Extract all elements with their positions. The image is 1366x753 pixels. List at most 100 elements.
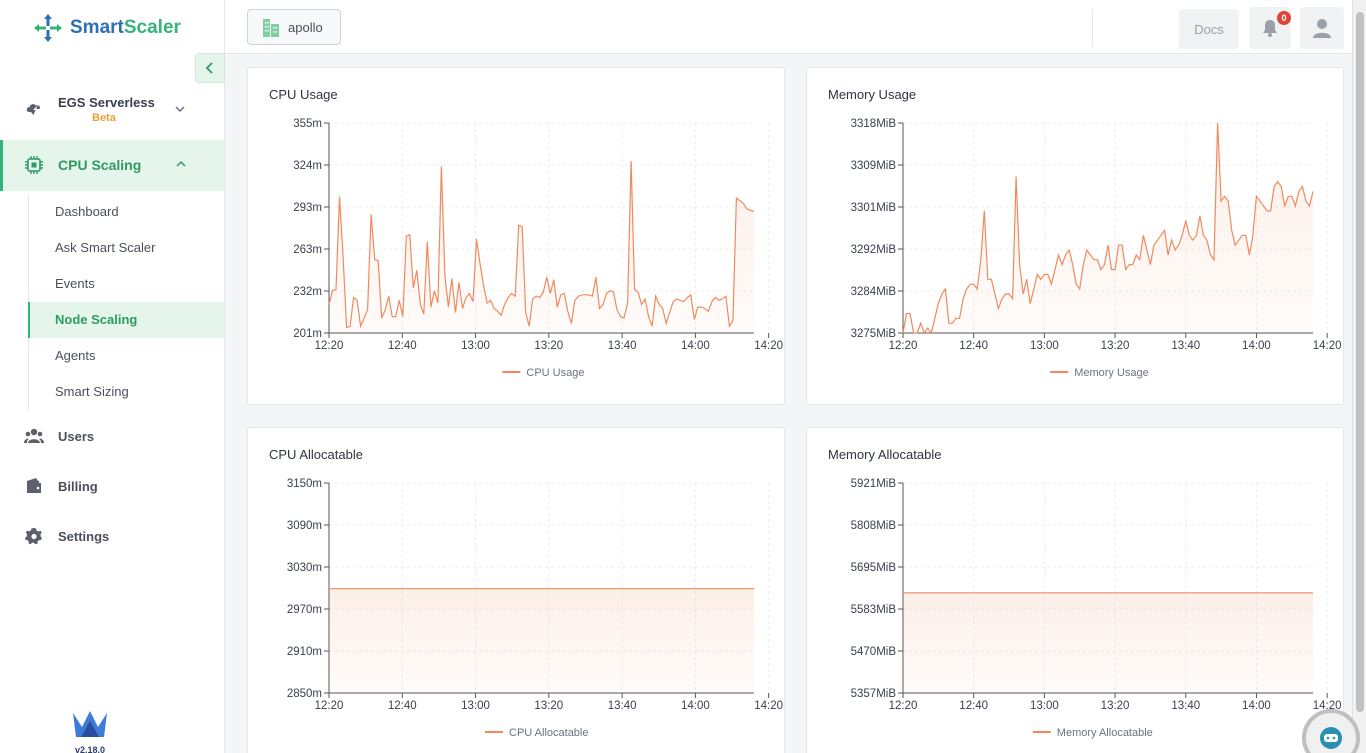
chip-icon (25, 156, 43, 174)
memory-usage-card: Memory Usage 3318MiB 3309MiB 3301MiB 3292Mi… (806, 67, 1344, 405)
y-tick-label: 293m (293, 202, 322, 214)
header-divider (1092, 9, 1093, 47)
y-tick-label: 5808MiB (851, 520, 897, 532)
scrollbar-thumb[interactable] (1356, 12, 1364, 712)
memory-allocatable-chart: 5921MiB 5808MiB 5695MiB 5583MiB 5470MiB 5357M… (851, 478, 1342, 739)
top-header: apollo Docs 0 (225, 0, 1352, 54)
y-tick-label: 3090m (287, 520, 322, 532)
crown-logo-icon (73, 711, 107, 737)
x-tick-label: 12:20 (889, 340, 918, 352)
y-tick-label: 3275MiB (851, 328, 897, 340)
page-scrollbar[interactable] (1352, 0, 1366, 753)
cpu-usage-title: CPU Usage (269, 87, 338, 102)
x-tick-label: 12:20 (889, 700, 918, 712)
sidebar-item-users[interactable]: Users (0, 416, 224, 456)
x-tick-label: 12:20 (315, 700, 344, 712)
sidebar-item-billing[interactable]: Billing (0, 466, 224, 506)
sidebar-item-settings[interactable]: Settings (0, 516, 224, 556)
chevron-down-icon (175, 106, 185, 113)
y-tick-label: 3150m (287, 478, 322, 490)
smartscaler-logo-icon (34, 14, 62, 42)
chart-legend[interactable]: CPU Allocatable (485, 727, 589, 739)
y-tick-label: 2850m (287, 688, 322, 700)
notifications-button[interactable] (1249, 7, 1291, 49)
chart-legend[interactable]: CPU Usage (502, 367, 584, 379)
x-tick-label: 13:00 (1030, 700, 1059, 712)
y-tick-label: 263m (293, 244, 322, 256)
x-tick-label: 13:20 (1101, 340, 1130, 352)
x-tick-label: 14:20 (754, 700, 783, 712)
sidebar-item-node-scaling[interactable]: Node Scaling (28, 302, 224, 338)
legend-label: Memory Allocatable (1057, 727, 1153, 739)
x-tick-label: 13:20 (1101, 700, 1130, 712)
sidebar-item-ask-smart-scaler[interactable]: Ask Smart Scaler (55, 240, 156, 255)
x-tick-label: 14:00 (1242, 700, 1271, 712)
y-tick-label: 324m (293, 160, 322, 172)
x-tick-label: 13:00 (461, 700, 490, 712)
x-tick-label: 12:20 (315, 340, 344, 352)
y-tick-label: 5583MiB (851, 604, 897, 616)
legend-label: CPU Allocatable (509, 727, 589, 739)
y-tick-label: 201m (293, 328, 322, 340)
logo-text: SmartScaler (70, 17, 181, 38)
series-area (329, 161, 754, 333)
billing-label: Billing (58, 478, 98, 494)
y-tick-label: 2910m (287, 646, 322, 658)
user-icon (1313, 19, 1331, 38)
docs-button[interactable]: Docs (1179, 9, 1239, 49)
tenant-name: apollo (288, 19, 323, 35)
building-icon (263, 19, 279, 37)
chart-legend[interactable]: Memory Allocatable (1032, 727, 1153, 739)
sidebar-collapse-button[interactable] (195, 53, 225, 83)
notification-count-badge: 0 (1277, 11, 1291, 25)
series-area (329, 588, 754, 693)
series-line[interactable] (902, 122, 1314, 335)
beta-badge: Beta (92, 112, 116, 124)
sidebar-item-dashboard[interactable]: Dashboard (55, 204, 119, 219)
cpu-scaling-label: CPU Scaling (58, 157, 142, 173)
series-line[interactable] (328, 161, 755, 329)
gear-icon (25, 528, 42, 545)
bell-icon (1263, 20, 1277, 37)
x-tick-label: 13:20 (534, 700, 563, 712)
settings-label: Settings (58, 528, 110, 544)
sidebar-item-egs-serverless[interactable]: EGS Serverless Beta (0, 88, 224, 132)
version-info: v2.18.0 (72, 710, 108, 753)
sidebar-item-agents[interactable]: Agents (55, 348, 96, 363)
tenant-selector[interactable]: apollo (247, 9, 341, 45)
x-tick-label: 14:00 (1242, 340, 1271, 352)
cloud-bolt-icon (26, 104, 41, 115)
chat-widget-button[interactable] (1302, 709, 1360, 753)
memory-usage-chart: 3318MiB 3309MiB 3301MiB 3292MiB 3284MiB 3275M… (851, 118, 1342, 379)
x-tick-label: 13:40 (1171, 340, 1200, 352)
y-tick-label: 3318MiB (851, 118, 897, 130)
cpu-allocatable-title: CPU Allocatable (269, 447, 363, 462)
cpu-allocatable-card: CPU Allocatable 3150m 3090m 3030m 2970m 2910… (247, 427, 785, 753)
x-tick-label: 13:40 (608, 700, 637, 712)
sidebar-item-events[interactable]: Events (55, 276, 95, 291)
cpu-usage-card: CPU Usage 355m 324m 293m 263m 232m 201m 12:20 1… (247, 67, 785, 405)
user-avatar-button[interactable] (1300, 7, 1344, 49)
version-label: v2.18.0 (74, 745, 106, 753)
wallet-icon (27, 478, 41, 493)
x-tick-label: 12:40 (959, 700, 988, 712)
egs-serverless-label: EGS Serverless (58, 95, 155, 110)
sidebar-item-smart-sizing[interactable]: Smart Sizing (55, 384, 129, 399)
chevron-left-icon (205, 62, 213, 74)
series-area (903, 592, 1313, 693)
sidebar-item-cpu-scaling[interactable]: CPU Scaling (0, 140, 224, 191)
y-tick-label: 3284MiB (851, 286, 897, 298)
x-tick-label: 13:40 (608, 340, 637, 352)
y-tick-label: 3292MiB (851, 244, 897, 256)
y-tick-label: 5470MiB (851, 646, 897, 658)
logo[interactable]: SmartScaler (32, 12, 181, 44)
memory-allocatable-title: Memory Allocatable (828, 447, 942, 462)
chat-bot-icon (1320, 727, 1342, 749)
y-tick-label: 3301MiB (851, 202, 897, 214)
chart-legend[interactable]: Memory Usage (1050, 367, 1149, 379)
legend-label: CPU Usage (526, 367, 584, 379)
users-label: Users (58, 428, 95, 444)
y-tick-label: 2970m (287, 604, 322, 616)
